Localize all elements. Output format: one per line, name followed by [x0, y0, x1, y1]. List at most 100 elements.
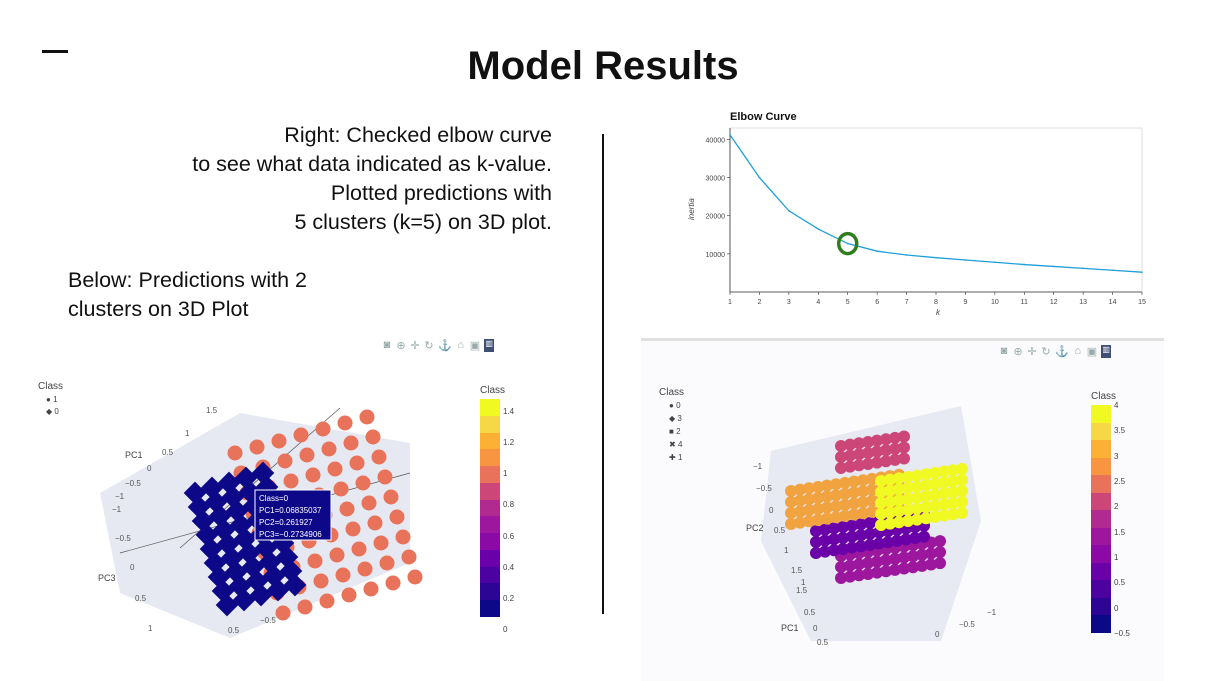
- colorbar-tick-label: −0.5: [1114, 629, 1130, 638]
- cluster-point: [862, 435, 874, 448]
- cluster-point: [956, 473, 968, 486]
- class-1-point: [379, 555, 395, 571]
- cluster-point: [828, 522, 840, 535]
- colorbar: [1091, 405, 1111, 637]
- legend-label: 0: [54, 407, 59, 416]
- legend-item[interactable]: ● 0: [669, 401, 681, 410]
- right-3d-plot[interactable]: ◙ ⊕ ✛ ↻ ⚓ ⌂ ▣ ▥ Class ● 0 ◆ 3 ■ 2 ✖ 4 ✚ 1 PC…: [641, 338, 1164, 681]
- tooltip-line: PC1=0.06835037: [259, 506, 322, 515]
- plotly-logo-icon[interactable]: ▥: [484, 339, 495, 352]
- cluster-point: [871, 445, 883, 458]
- cluster-point: [810, 547, 822, 559]
- cluster-point: [902, 514, 914, 527]
- cluster-point: [898, 562, 910, 575]
- cluster-point: [853, 569, 865, 582]
- tick-label: 1.5: [791, 566, 803, 575]
- camera-icon[interactable]: ◙: [383, 339, 391, 351]
- cluster-point: [902, 503, 914, 516]
- plot-area: [729, 127, 1143, 293]
- cluster-point: [864, 527, 876, 540]
- cluster-point: [819, 534, 831, 547]
- cluster-point: [853, 459, 865, 472]
- cluster-point: [947, 497, 959, 510]
- class-1-point: [343, 435, 359, 451]
- zoom-icon[interactable]: ⊕: [396, 340, 406, 352]
- cluster-point: [830, 511, 842, 524]
- legend-symbol: ✖: [669, 440, 676, 449]
- orbit-icon[interactable]: ↻: [1041, 346, 1051, 358]
- cluster-point: [839, 498, 851, 511]
- pan-icon[interactable]: ✛: [410, 340, 420, 352]
- camera-view-icon[interactable]: ▣: [469, 340, 481, 352]
- tick-label: 1.5: [206, 406, 218, 415]
- cluster-point: [880, 565, 892, 578]
- x-tick-label: 3: [787, 299, 791, 306]
- cluster-point: [947, 508, 959, 521]
- cluster-point: [956, 495, 968, 508]
- camera-view-icon[interactable]: ▣: [1086, 346, 1098, 358]
- cluster-point: [821, 479, 833, 492]
- tick-label: 0.5: [817, 638, 829, 647]
- class-1-point: [305, 467, 321, 483]
- cluster-point: [947, 486, 959, 499]
- turntable-icon[interactable]: ⚓: [438, 340, 452, 352]
- colorbar-segment: [480, 466, 500, 484]
- colorbar-segment: [1091, 597, 1111, 616]
- class-1-point: [371, 449, 387, 465]
- legend-item[interactable]: ■ 2: [669, 427, 681, 436]
- legend-item[interactable]: ◆ 3: [669, 414, 682, 423]
- home-icon[interactable]: ⌂: [1074, 345, 1082, 357]
- x-tick-label: 10: [991, 299, 999, 306]
- cluster-point: [889, 431, 901, 444]
- class-1-point: [373, 535, 389, 551]
- left-3d-plot[interactable]: ◙ ⊕ ✛ ↻ ⚓ ⌂ ▣ ▥ Class ● 1 ◆ 0 Class=0 PC…: [30, 333, 538, 643]
- legend-item[interactable]: ● 1: [46, 395, 58, 404]
- class-1-point: [383, 489, 399, 505]
- cluster-point: [828, 533, 840, 546]
- cluster-point: [938, 509, 950, 522]
- elbow-chart: Elbow Curve inertia k 10000 20000 30000 400…: [680, 106, 1148, 328]
- class-1-point: [297, 599, 313, 615]
- plotly-logo-icon[interactable]: ▥: [1101, 345, 1112, 358]
- turntable-icon[interactable]: ⚓: [1055, 346, 1069, 358]
- legend-label: 1: [53, 395, 58, 404]
- cluster-point: [812, 480, 824, 493]
- x-tick-label: 9: [963, 299, 967, 306]
- class-1-point: [363, 581, 379, 597]
- cluster-point: [866, 472, 878, 485]
- tick-label: −1: [987, 608, 997, 617]
- class-1-point: [401, 549, 417, 565]
- home-icon[interactable]: ⌂: [457, 339, 465, 351]
- axis-title-pc2: PC2: [746, 523, 764, 533]
- x-tick-label: 5: [846, 299, 850, 306]
- orbit-icon[interactable]: ↻: [424, 340, 434, 352]
- colorbar-segment: [480, 482, 500, 501]
- cluster-point: [862, 446, 874, 459]
- colorbar-tick-label: 4: [1114, 401, 1119, 410]
- tick-label: −1: [115, 492, 125, 501]
- legend-item[interactable]: ✖ 4: [669, 440, 682, 449]
- cluster-point: [956, 462, 968, 475]
- x-tick-label: 2: [757, 299, 761, 306]
- pan-icon[interactable]: ✛: [1027, 346, 1037, 358]
- right-text-line: Right: Checked elbow curve: [284, 123, 552, 147]
- cluster-point: [880, 444, 892, 457]
- hover-tooltip-box: [254, 489, 332, 541]
- legend-symbol: ◆: [669, 414, 676, 423]
- tooltip-line: Class=0: [259, 494, 289, 503]
- cluster-point: [866, 505, 878, 518]
- cluster-point: [862, 556, 874, 569]
- axis-title-pc3: PC3: [98, 573, 116, 583]
- colorbar-segment: [480, 583, 500, 601]
- cluster-point: [873, 537, 885, 550]
- legend-item[interactable]: ◆ 0: [46, 407, 59, 416]
- colorbar-segment: [480, 499, 500, 517]
- zoom-icon[interactable]: ⊕: [1013, 346, 1023, 358]
- class-1-point: [365, 429, 381, 445]
- class-1-point: [361, 495, 377, 511]
- tooltip-line: PC3=−0.2734906: [259, 530, 322, 539]
- colorbar-segment: [1091, 440, 1111, 459]
- tooltip-line: PC2=0.261927: [259, 518, 313, 527]
- legend-item[interactable]: ✚ 1: [669, 453, 682, 462]
- camera-icon[interactable]: ◙: [1000, 345, 1008, 357]
